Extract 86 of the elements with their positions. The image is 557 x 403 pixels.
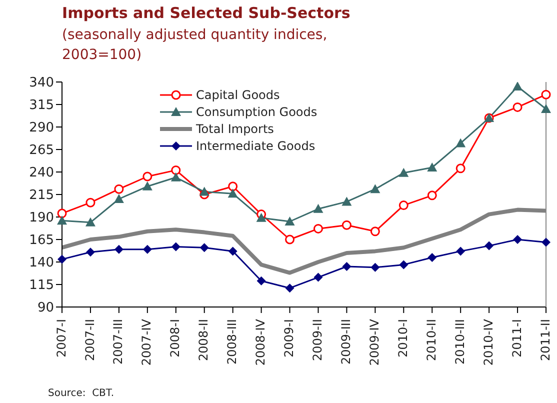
x-tick-label: 2010-II — [424, 319, 438, 361]
point — [85, 217, 96, 226]
point — [370, 262, 380, 272]
y-tick-label: 140 — [29, 256, 54, 271]
point — [86, 198, 96, 208]
legend-label: Intermediate Goods — [196, 138, 316, 152]
point — [228, 188, 238, 198]
point — [228, 246, 238, 256]
x-tick-label: 2009-I — [282, 319, 296, 358]
x-tick-label: 2010-I — [396, 319, 410, 358]
point — [398, 200, 408, 210]
point — [370, 184, 380, 194]
y-tick-label: 215 — [29, 188, 54, 204]
point — [228, 182, 238, 192]
point — [512, 82, 523, 90]
point — [86, 248, 95, 257]
point — [427, 162, 438, 172]
point — [313, 224, 323, 234]
point — [171, 242, 180, 252]
x-tick-label: 2007-II — [82, 319, 97, 361]
legend-label: Total Imports — [196, 122, 274, 136]
point — [256, 212, 266, 222]
point — [428, 253, 437, 262]
point — [342, 262, 352, 271]
y-tick-label: 90 — [37, 300, 54, 316]
point — [142, 244, 152, 254]
y-tick-label: 115 — [29, 278, 54, 294]
x-tick-label: 2009-IV — [367, 318, 382, 366]
point — [256, 276, 266, 286]
point — [342, 196, 352, 206]
point — [513, 235, 522, 244]
source-note: Source: CBT. — [48, 388, 114, 399]
point — [114, 244, 124, 254]
x-tick-label: 2009-III — [338, 319, 353, 364]
x-tick-label: 2011-I — [510, 319, 524, 358]
x-tick-label: 2011-II — [538, 319, 552, 361]
point — [285, 234, 295, 244]
point — [114, 184, 124, 194]
point — [285, 284, 294, 293]
y-tick-label: 340 — [29, 76, 54, 91]
point — [541, 104, 551, 113]
legend-label: Capital Goods — [196, 88, 280, 102]
chart-title: Imports and Selected Sub-Sectors — [62, 4, 350, 22]
point — [114, 194, 124, 203]
y-tick-label: 165 — [29, 233, 54, 248]
point — [171, 165, 181, 175]
x-tick-label: 2007-IV — [140, 318, 154, 366]
point — [57, 216, 67, 225]
point — [342, 220, 352, 230]
point — [456, 138, 466, 148]
point — [512, 102, 522, 112]
y-tick-label: 265 — [29, 143, 54, 158]
x-tick-label: 2010-III — [452, 319, 467, 364]
x-tick-label: 2007-III — [111, 319, 126, 364]
point — [170, 172, 181, 182]
point — [314, 272, 323, 282]
y-tick-label: 315 — [29, 98, 54, 114]
y-tick-label: 290 — [29, 120, 54, 136]
point — [398, 168, 409, 177]
point — [542, 238, 550, 247]
x-tick-label: 2008-IV — [254, 318, 268, 366]
point — [456, 246, 466, 256]
point — [484, 241, 494, 250]
point — [200, 243, 209, 252]
x-tick-label: 2008-I — [168, 319, 182, 358]
point — [58, 254, 66, 264]
point — [313, 204, 324, 213]
point — [399, 260, 408, 270]
x-tick-label: 2007-I — [54, 319, 68, 358]
x-tick-label: 2010-IV — [481, 318, 496, 366]
point — [541, 90, 551, 100]
point — [199, 186, 210, 196]
point — [427, 190, 437, 200]
chart-subtitle: (seasonally adjusted quantity indices, 2003=100) — [62, 26, 328, 65]
point — [456, 164, 466, 174]
legend-label: Consumption Goods — [196, 104, 318, 118]
x-tick-label: 2008-II — [196, 319, 211, 361]
y-tick-label: 190 — [29, 210, 54, 226]
point — [142, 181, 152, 190]
point — [57, 208, 67, 218]
y-tick-label: 240 — [29, 166, 54, 181]
x-tick-label: 2009-II — [310, 319, 325, 361]
point — [284, 216, 295, 226]
x-tick-label: 2008-III — [225, 319, 240, 364]
point — [370, 226, 380, 236]
point — [142, 172, 152, 182]
